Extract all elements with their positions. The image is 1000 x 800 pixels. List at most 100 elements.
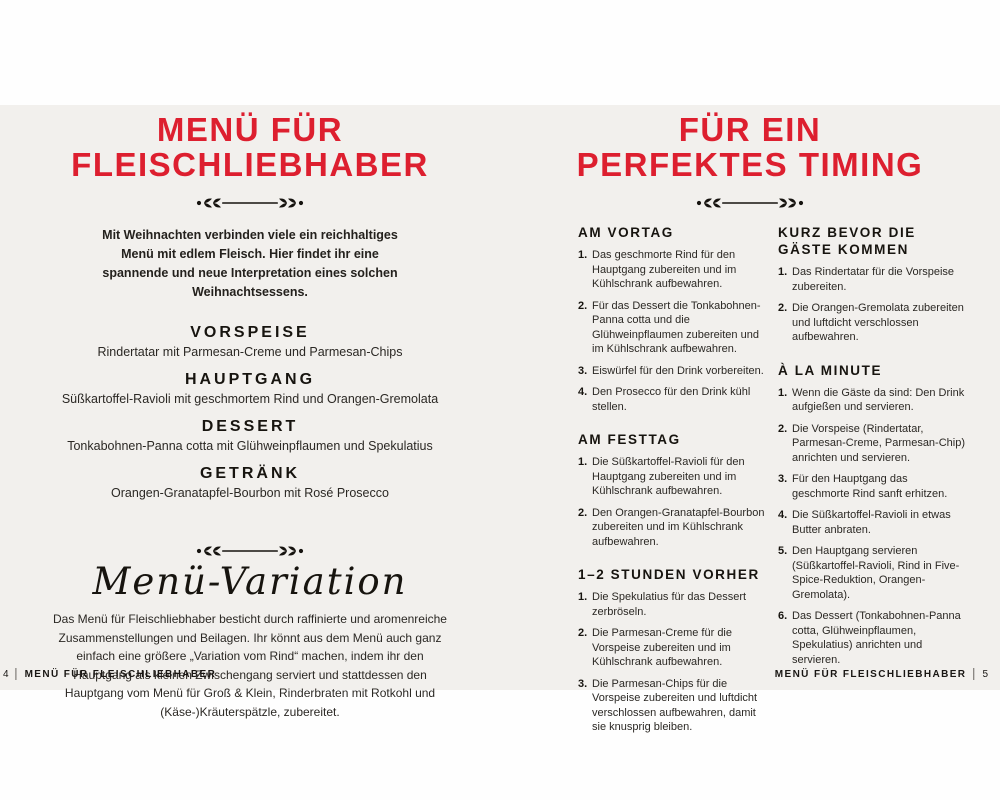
- step-text: Die Parmesan-Chips für die Vorspeise zub…: [592, 677, 758, 734]
- timing-step: 3. Die Parmesan-Chips für die Vorspeise z…: [578, 677, 768, 735]
- timing-section-heading: KURZ BEVOR DIE GÄSTE KOMMEN: [778, 225, 916, 257]
- timing-step: 2. Für das Dessert die Tonkabohnen-Panna …: [578, 299, 768, 357]
- timing-step: 2. Die Parmesan-Creme für die Vorspeise z…: [578, 626, 768, 670]
- footer-chapter-label: MENÜ FÜR FLEISCHLIEBHABER: [24, 669, 217, 680]
- step-number: 4.: [578, 386, 588, 398]
- step-number: 3.: [778, 473, 788, 485]
- step-text: Für den Hauptgang das geschmorte Rind sa…: [792, 473, 948, 500]
- step-number: 4.: [778, 509, 788, 521]
- page-number: 4: [3, 669, 9, 680]
- step-number: 2.: [578, 506, 588, 519]
- variation-text: Das Menü für Fleischliebhaber besticht d…: [53, 612, 447, 719]
- step-number: 2.: [778, 422, 788, 435]
- ornament-divider-icon: [696, 198, 804, 208]
- intro-text: Mit Weihnachten verbinden viele ein reic…: [102, 228, 398, 299]
- course-dish: Rindertatar mit Parmesan-Creme und Parme…: [97, 345, 403, 359]
- timing-section: 1–2 STUNDEN VORHER 1. Die Spekulatius für …: [578, 566, 768, 735]
- timing-column-1: AM VORTAG 1. Das geschmorte Rind für den H…: [578, 224, 768, 752]
- step-text: Die Spekulatius für das Dessert zerbröse…: [592, 591, 747, 618]
- step-number: 5.: [778, 545, 788, 557]
- page-title-right: FÜR EIN PERFEKTES TIMING: [500, 112, 1000, 182]
- timing-section-heading: AM FESTTAG: [578, 432, 681, 447]
- right-page: FÜR EIN PERFEKTES TIMING: [500, 105, 1000, 733]
- timing-step: 2. Die Vorspeise (Rindertatar, Parmesan-C…: [778, 422, 968, 466]
- footer-separator: |: [972, 667, 977, 682]
- step-number: 1.: [578, 456, 588, 468]
- timing-step: 1. Das Rindertatar für die Vorspeise zube…: [778, 265, 968, 294]
- step-text: Den Orangen-Granatapfel-Bourbon zubereit…: [592, 506, 765, 548]
- timing-section-heading: 1–2 STUNDEN VORHER: [578, 567, 760, 582]
- step-number: 2.: [578, 627, 588, 639]
- timing-step: 4. Den Prosecco für den Drink kühl stelle…: [578, 385, 768, 414]
- ornament-divider-icon: [196, 546, 304, 556]
- step-text: Das Rindertatar für die Vorspeise zubere…: [792, 266, 955, 293]
- step-number: 3.: [578, 677, 588, 690]
- step-text: Für das Dessert die Tonkabohnen-Panna co…: [592, 299, 761, 356]
- timing-section: AM VORTAG 1. Das geschmorte Rind für den H…: [578, 224, 768, 414]
- menu-course: HAUPTGANG Süßkartoffel-Ravioli mit geschm…: [0, 371, 500, 406]
- timing-step: 2. Die Orangen-Gremolata zubereiten und l…: [778, 301, 968, 345]
- step-number: 6.: [778, 610, 788, 622]
- timing-step: 4. Die Süßkartoffel-Ravioli in etwas Butt…: [778, 508, 968, 537]
- course-dish: Süßkartoffel-Ravioli mit geschmortem Rin…: [61, 392, 439, 406]
- timing-step: 1. Wenn die Gäste da sind: Den Drink aufg…: [778, 386, 968, 415]
- course-name: HAUPTGANG: [184, 371, 316, 388]
- footer-chapter-label: MENÜ FÜR FLEISCHLIEBHABER: [774, 669, 967, 680]
- menu-course: VORSPEISE Rindertatar mit Parmesan-Creme …: [0, 324, 500, 359]
- timing-column-2: KURZ BEVOR DIE GÄSTE KOMMEN 1. Das Rindert…: [778, 224, 968, 752]
- step-number: 2.: [578, 299, 588, 312]
- book-spread: MENÜ FÜR FLEISCHLIEBHABER: [0, 105, 1000, 733]
- page-footer-right: MENÜ FÜR FLEISCHLIEBHABER | 5: [774, 667, 988, 682]
- course-name: VORSPEISE: [190, 324, 310, 341]
- timing-step: 1. Die Spekulatius für das Dessert zerbrö…: [578, 590, 768, 619]
- step-text: Die Orangen-Gremolata zubereiten und luf…: [792, 302, 964, 343]
- variation-title: Menü-Variation: [92, 560, 408, 603]
- timing-step: 6. Das Dessert (Tonkabohnen-Panna cotta, …: [778, 609, 968, 667]
- menu-course: DESSERT Tonkabohnen-Panna cotta mit Glühw…: [0, 418, 500, 453]
- title-line: PERFEKTES TIMING: [576, 146, 924, 183]
- step-number: 2.: [778, 302, 788, 314]
- timing-step: 3. Eiswürfel für den Drink vorbereiten.: [578, 364, 768, 379]
- step-text: Eiswürfel für den Drink vorbereiten.: [592, 364, 764, 377]
- timing-step: 1. Das geschmorte Rind für den Hauptgang …: [578, 248, 768, 292]
- title-line: FLEISCHLIEBHABER: [71, 146, 429, 183]
- step-text: Die Parmesan-Creme für die Vorspeise zub…: [592, 627, 732, 668]
- step-number: 3.: [578, 364, 588, 377]
- step-text: Die Vorspeise (Rindertatar, Parmesan-Cre…: [792, 422, 965, 464]
- course-name: DESSERT: [201, 418, 299, 435]
- timing-section: À LA MINUTE 1. Wenn die Gäste da sind: Den…: [778, 362, 968, 668]
- ornament-divider-icon: [196, 198, 304, 208]
- step-text: Den Hauptgang servieren (Süßkartoffel-Ra…: [792, 545, 960, 601]
- step-text: Den Prosecco für den Drink kühl stellen.: [592, 386, 751, 413]
- timing-section: KURZ BEVOR DIE GÄSTE KOMMEN 1. Das Rindert…: [778, 224, 968, 345]
- step-number: 1.: [778, 266, 788, 278]
- step-text: Das geschmorte Rind für den Hauptgang zu…: [592, 249, 737, 290]
- page-title-left: MENÜ FÜR FLEISCHLIEBHABER: [0, 112, 500, 182]
- left-page: MENÜ FÜR FLEISCHLIEBHABER: [0, 105, 500, 719]
- page-footer-left: 4 | MENÜ FÜR FLEISCHLIEBHABER: [3, 667, 217, 682]
- course-dish: Tonkabohnen-Panna cotta mit Glühweinpfla…: [67, 439, 433, 453]
- course-name: GETRÄNK: [199, 465, 301, 482]
- timing-section-heading: AM VORTAG: [578, 225, 674, 240]
- step-number: 1.: [578, 591, 588, 603]
- menu-course: GETRÄNK Orangen-Granatapfel-Bourbon mit R…: [0, 465, 500, 500]
- step-number: 1.: [778, 386, 788, 399]
- menu-course-list: VORSPEISE Rindertatar mit Parmesan-Creme …: [0, 324, 500, 500]
- timing-section-heading: À LA MINUTE: [778, 362, 883, 378]
- timing-step: 1. Die Süßkartoffel-Ravioli für den Haupt…: [578, 455, 768, 499]
- title-line: FÜR EIN: [678, 111, 822, 148]
- timing-step: 5. Den Hauptgang servieren (Süßkartoffel-…: [778, 544, 968, 602]
- timing-columns: AM VORTAG 1. Das geschmorte Rind für den H…: [578, 224, 1000, 752]
- step-text: Die Süßkartoffel-Ravioli für den Hauptga…: [592, 456, 745, 497]
- footer-separator: |: [14, 667, 19, 682]
- step-text: Das Dessert (Tonkabohnen-Panna cotta, Gl…: [792, 610, 961, 666]
- page-number: 5: [982, 669, 988, 680]
- step-text: Wenn die Gäste da sind: Den Drink aufgie…: [792, 386, 965, 414]
- step-text: Die Süßkartoffel-Ravioli in etwas Butter…: [792, 509, 951, 536]
- step-number: 1.: [578, 249, 588, 261]
- timing-section: AM FESTTAG 1. Die Süßkartoffel-Ravioli für…: [578, 431, 768, 549]
- timing-step: 2. Den Orangen-Granatapfel-Bourbon zubere…: [578, 506, 768, 550]
- timing-step: 3. Für den Hauptgang das geschmorte Rind …: [778, 472, 968, 501]
- title-line: MENÜ FÜR: [156, 111, 344, 148]
- course-dish: Orangen-Granatapfel-Bourbon mit Rosé Pro…: [111, 486, 389, 500]
